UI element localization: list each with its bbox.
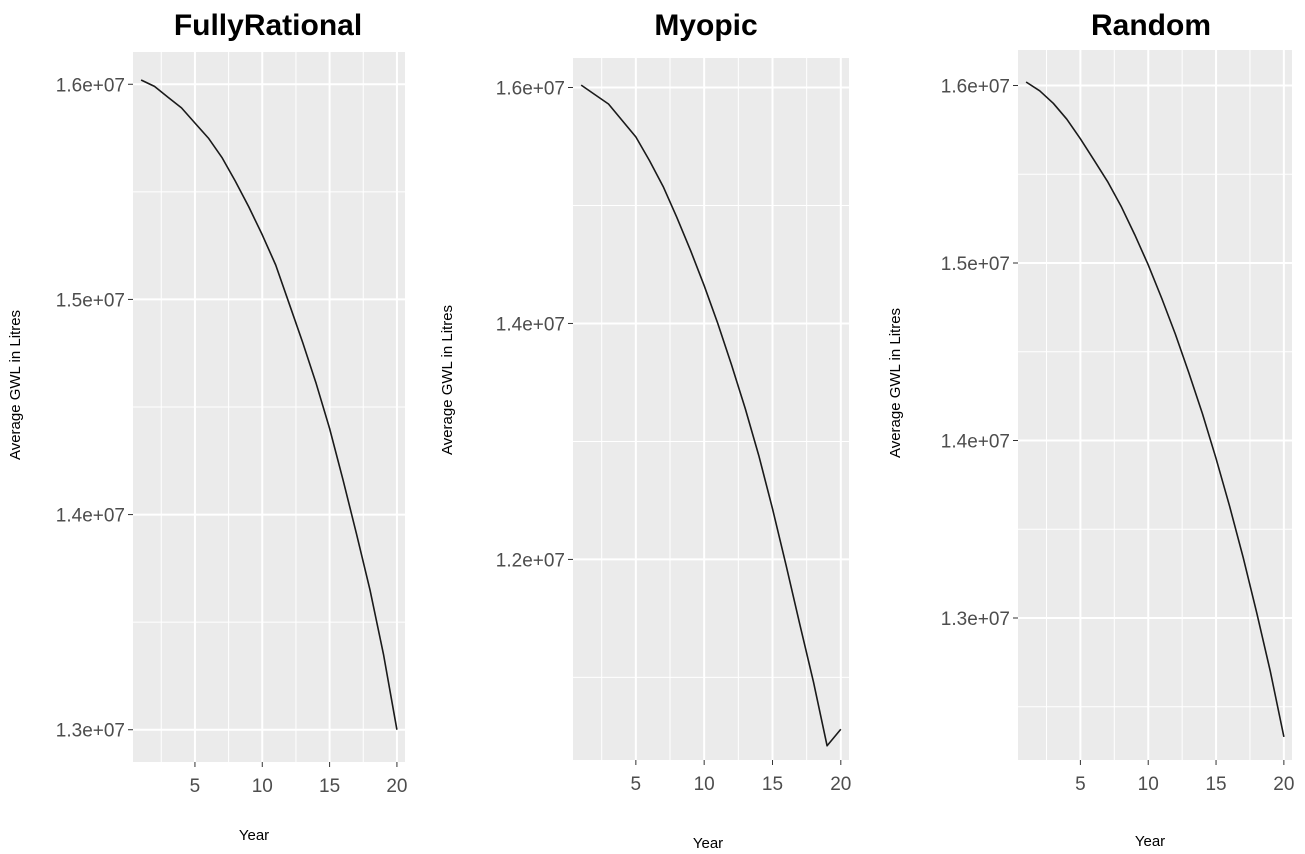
x-tick-label: 15 — [319, 776, 340, 797]
y-tick-label: 1.2e+07 — [496, 550, 565, 571]
x-tick-label: 5 — [631, 774, 642, 795]
series-line — [1025, 81, 1285, 738]
x-tick-label: 10 — [252, 776, 273, 797]
x-tick-label: 20 — [386, 776, 407, 797]
y-axis-label: Average GWL in Litres — [439, 305, 456, 455]
x-tick-label: 5 — [190, 776, 201, 797]
panel-background — [1018, 50, 1292, 760]
y-tick-label: 1.5e+07 — [941, 254, 1010, 275]
x-axis-label: Year — [239, 827, 269, 844]
y-tick-label: 1.4e+07 — [496, 314, 565, 335]
y-tick-label: 1.4e+07 — [941, 432, 1010, 453]
panel-fullyrational: FullyRational 5 10 15 20 1.3e+07 1.4e+07 1.5e+… — [7, 9, 407, 844]
y-axis-label: Average GWL in Litres — [887, 308, 904, 458]
y-tick-label: 1.3e+07 — [56, 721, 125, 742]
panel-title: Random — [1091, 9, 1211, 42]
plot-area: 5 10 15 20 1.3e+07 1.4e+07 1.5e+07 1.6e+07 — [56, 52, 407, 797]
y-axis-label: Average GWL in Litres — [7, 310, 24, 460]
panel-title: Myopic — [654, 9, 757, 42]
x-tick-label: 20 — [1273, 774, 1294, 795]
x-tick-label: 15 — [762, 774, 783, 795]
x-tick-label: 15 — [1205, 774, 1226, 795]
panel-myopic: Myopic 5 10 15 20 1.2e+07 1.4e+07 1.6e+07 Year… — [439, 9, 851, 852]
y-tick-label: 1.5e+07 — [56, 290, 125, 311]
series-line — [140, 79, 398, 730]
y-tick-label: 1.6e+07 — [496, 78, 565, 99]
y-tick-label: 1.6e+07 — [941, 77, 1010, 98]
plot-area: 5 10 15 20 1.2e+07 1.4e+07 1.6e+07 — [496, 58, 851, 795]
x-tick-label: 5 — [1075, 774, 1086, 795]
y-tick-label: 1.6e+07 — [56, 75, 125, 96]
x-axis-label: Year — [1135, 833, 1165, 850]
x-axis-label: Year — [693, 835, 723, 852]
plot-area: 5 10 15 20 1.3e+07 1.4e+07 1.5e+07 1.6e+07 — [941, 50, 1294, 795]
x-tick-label: 20 — [830, 774, 851, 795]
panel-random: Random 5 10 15 20 1.3e+07 1.4e+07 1.5e+07 1.6e+… — [887, 9, 1294, 850]
series-line — [580, 84, 842, 747]
x-tick-label: 10 — [694, 774, 715, 795]
y-tick-label: 1.3e+07 — [941, 609, 1010, 630]
y-tick-label: 1.4e+07 — [56, 506, 125, 527]
panel-title: FullyRational — [174, 9, 362, 42]
x-tick-label: 10 — [1138, 774, 1159, 795]
panel-background — [573, 58, 849, 760]
